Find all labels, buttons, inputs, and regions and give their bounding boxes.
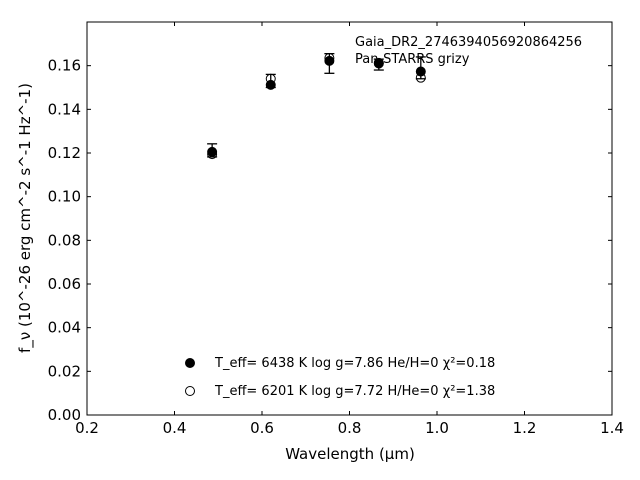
annotation-star-name: Gaia_DR2_2746394056920864256 [355,35,582,50]
data-markers [207,53,426,160]
model-point-db [324,53,335,64]
model-point-db [265,73,276,84]
y-axis-label: f_ν (10^-26 erg cm^-2 s^-1 Hz^-1) [16,83,35,353]
y-tick-label: 0.08 [48,231,81,249]
x-tick-label: 0.4 [163,419,187,437]
x-tick-label: 1.4 [600,419,624,437]
y-tick-label: 0.04 [48,319,81,337]
model-point-db [373,58,384,69]
plot-area [86,21,613,416]
x-tick-label: 0.2 [75,419,99,437]
model-point-db [415,72,426,83]
y-tick-label: 0.00 [48,406,81,424]
y-axis: 0.00 0.02 0.04 0.06 0.08 0.10 0.12 0.14 0.16 [48,57,612,424]
legend-label-db: T_eff= 6201 K log g=7.72 H/He=0 χ²=1.38 [214,384,495,399]
model-point-db [207,149,218,160]
x-axis: 0.2 0.4 0.6 0.8 1.0 1.2 1.4 [75,22,624,437]
annotation-survey: Pan-STARRS grizy [355,52,470,67]
x-tick-label: 1.0 [425,419,449,437]
y-tick-label: 0.16 [48,57,81,75]
legend-marker-filled [185,358,195,368]
y-tick-label: 0.06 [48,275,81,293]
x-tick-label: 0.6 [250,419,274,437]
y-tick-label: 0.10 [48,188,81,206]
y-tick-label: 0.12 [48,144,81,162]
model-point-da [207,146,218,157]
x-tick-label: 1.2 [513,419,537,437]
legend-marker-open [185,386,195,396]
x-tick-label: 0.8 [338,419,362,437]
x-axis-label: Wavelength (μm) [285,445,415,463]
legend: T_eff= 6438 K log g=7.86 He/H=0 χ²=0.18 … [185,356,495,399]
model-point-da [324,55,335,66]
y-tick-label: 0.02 [48,362,81,380]
legend-label-da: T_eff= 6438 K log g=7.86 He/H=0 χ²=0.18 [214,356,495,371]
y-tick-label: 0.14 [48,100,81,118]
